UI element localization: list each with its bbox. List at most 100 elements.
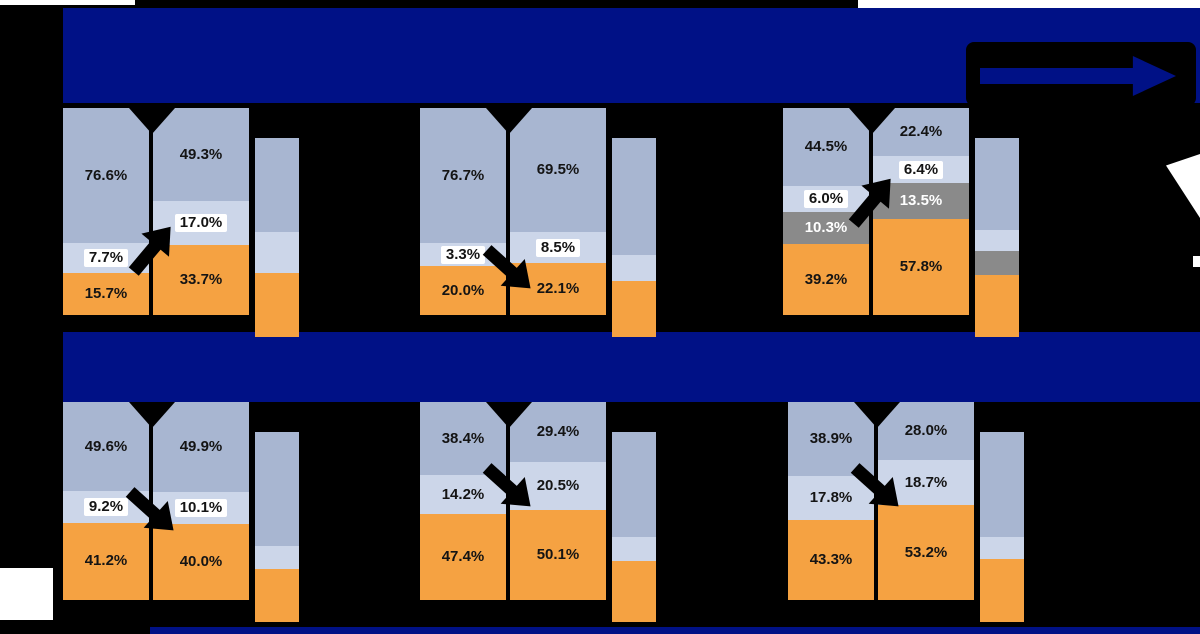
- stacked-bar: 49.3% 17.0% 33.7%: [153, 108, 249, 315]
- bar-segment: [612, 536, 656, 562]
- bar-segment: [975, 138, 1019, 230]
- bar-segment: 6.4%: [873, 156, 969, 183]
- segment-value-label: 13.5%: [899, 191, 943, 209]
- bar-segment: 3.3%: [420, 243, 506, 267]
- segment-value-label: 10.1%: [174, 499, 228, 518]
- segment-value-label: 17.0%: [174, 214, 228, 233]
- bar-segment: 14.2%: [420, 475, 506, 514]
- segment-value-label: 6.0%: [803, 190, 849, 209]
- bar-segment: 41.2%: [63, 522, 149, 600]
- bar-segment: 53.2%: [878, 505, 974, 600]
- bar-segment: [255, 568, 299, 622]
- bar-segment: 29.4%: [510, 402, 606, 463]
- bar-segment: 10.1%: [153, 491, 249, 525]
- page-background-patch-top-right: [858, 0, 1200, 8]
- bar-segment: 43.3%: [788, 519, 874, 600]
- bar-segment: [612, 281, 656, 337]
- stacked-bar: [612, 138, 656, 337]
- bar-segment: 17.8%: [788, 476, 874, 520]
- stacked-bar: 22.4% 6.4% 13.5% 57.8%: [873, 108, 969, 315]
- segment-value-label: 20.0%: [441, 281, 485, 299]
- bar-segment: [980, 536, 1024, 560]
- right-arrow-icon: [980, 56, 1176, 96]
- bar-segment: [255, 432, 299, 546]
- segment-value-label: 3.3%: [440, 245, 486, 264]
- bar-segment: [975, 275, 1019, 337]
- page-background-wedge-right: [1166, 154, 1200, 218]
- bar-gap-notch: [129, 108, 175, 134]
- bar-gap-notch: [486, 402, 532, 428]
- segment-value-label: 14.2%: [441, 485, 485, 503]
- stacked-bar: [255, 432, 299, 622]
- segment-value-label: 8.5%: [535, 238, 581, 257]
- segment-value-label: 49.6%: [84, 437, 128, 455]
- segment-value-label: 33.7%: [179, 271, 223, 289]
- bar-segment: 17.0%: [153, 201, 249, 246]
- segment-value-label: 17.8%: [809, 488, 853, 506]
- bar-segment: 8.5%: [510, 232, 606, 264]
- page-background-dot-right: [1193, 256, 1200, 267]
- stacked-bar: 29.4% 20.5% 50.1%: [510, 402, 606, 600]
- annotation-block: [966, 42, 1196, 106]
- segment-value-label: 22.1%: [536, 280, 580, 298]
- segment-value-label: 76.7%: [441, 166, 485, 184]
- bar-gap-notch: [854, 402, 900, 428]
- bar-segment: [975, 229, 1019, 252]
- figure-title: [158, 30, 918, 86]
- segment-value-label: 39.2%: [804, 270, 848, 288]
- stacked-bar: 49.6% 9.2% 41.2%: [63, 402, 149, 600]
- bar-gap-notch: [486, 108, 532, 134]
- segment-value-label: 15.7%: [84, 284, 128, 302]
- segment-value-label: 44.5%: [804, 138, 848, 156]
- bar-segment: [255, 546, 299, 569]
- segment-value-label: 49.3%: [179, 145, 223, 163]
- segment-value-label: 47.4%: [441, 547, 485, 565]
- segment-value-label: 43.3%: [809, 550, 853, 568]
- bar-segment: [255, 273, 299, 338]
- bar-segment: 47.4%: [420, 513, 506, 600]
- bar-segment: 18.7%: [878, 460, 974, 506]
- caption-strip-bottom: [150, 627, 1200, 634]
- stacked-bar: [612, 432, 656, 622]
- bar-segment: 39.2%: [783, 244, 869, 315]
- segment-value-label: 41.2%: [84, 552, 128, 570]
- chart-panel-top-right: 44.5% 6.0% 10.3% 39.2% 22.4% 6.4% 13.5% 57.8%: [783, 108, 1019, 337]
- segment-value-label: 38.4%: [441, 429, 485, 447]
- bar-segment: 22.1%: [510, 263, 606, 315]
- bar-segment: [612, 432, 656, 537]
- chart-panel-top-left: 76.6% 7.7% 15.7% 49.3% 17.0% 33.7%: [63, 108, 299, 338]
- bar-segment: 33.7%: [153, 245, 249, 315]
- segment-value-label: 69.5%: [536, 161, 580, 179]
- stacked-bar: 38.4% 14.2% 47.4%: [420, 402, 506, 600]
- page-background-patch-top-left: [0, 0, 135, 5]
- bar-segment: 6.0%: [783, 186, 869, 213]
- bar-segment: [612, 561, 656, 622]
- bar-segment: [612, 255, 656, 282]
- segment-value-label: 53.2%: [904, 543, 948, 561]
- segment-value-label: 18.7%: [904, 473, 948, 491]
- chart-panel-bottom-right: 38.9% 17.8% 43.3% 28.0% 18.7% 53.2%: [788, 402, 1024, 622]
- bar-segment: 20.0%: [420, 266, 506, 315]
- stacked-bar: 76.6% 7.7% 15.7%: [63, 108, 149, 315]
- segment-value-label: 57.8%: [899, 258, 943, 275]
- bar-segment: 7.7%: [63, 243, 149, 273]
- chart-panel-bottom-middle: 38.4% 14.2% 47.4% 29.4% 20.5% 50.1%: [420, 402, 656, 622]
- caption-band-middle: [63, 332, 1200, 402]
- bar-segment: [612, 138, 656, 256]
- bar-segment: 40.0%: [153, 524, 249, 600]
- segment-value-label: 50.1%: [536, 545, 580, 563]
- bar-gap-notch: [849, 108, 895, 134]
- segment-value-label: 10.3%: [804, 219, 848, 237]
- bar-segment: [980, 559, 1024, 622]
- bar-segment: 13.5%: [873, 182, 969, 220]
- stacked-bar: [980, 432, 1024, 622]
- page-background-patch-bottom-left: [0, 568, 53, 620]
- bar-segment: [255, 138, 299, 232]
- segment-value-label: 38.9%: [809, 430, 853, 447]
- bar-gap-notch: [129, 402, 175, 428]
- bar-segment: 20.5%: [510, 462, 606, 510]
- bar-segment: [255, 231, 299, 274]
- stacked-bar: [975, 138, 1019, 337]
- segment-value-label: 22.4%: [899, 123, 943, 141]
